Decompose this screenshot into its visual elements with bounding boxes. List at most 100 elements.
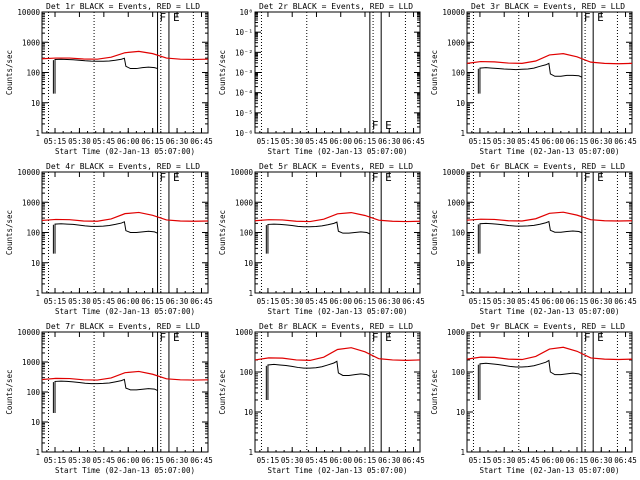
lld-series-line — [41, 211, 209, 222]
flag-label-e: E — [173, 171, 180, 184]
x-tick-label: 06:15 — [566, 137, 589, 146]
y-tick-label: 1000 — [447, 38, 466, 47]
y-tick-label: 10000 — [17, 328, 40, 337]
plot-frame — [41, 171, 209, 294]
y-tick-label: 1000 — [22, 198, 41, 207]
events-series-line — [479, 359, 583, 400]
flag-label-f: F — [372, 119, 379, 132]
y-tick-label: 10⁻⁵ — [235, 109, 253, 118]
y-tick-label: 10⁻¹ — [235, 28, 253, 37]
y-tick-label: 1 — [35, 448, 40, 457]
x-tick-label: 05:45 — [93, 137, 116, 146]
lld-series-line — [466, 211, 633, 222]
flag-label-f: F — [372, 171, 379, 184]
x-tick-label: 05:45 — [517, 297, 540, 306]
panel-det-1: Det 1r BLACK = Events, RED = LLD 1 10 100 10… — [5, 2, 213, 156]
panel-title: Det 2r BLACK = Events, RED = LLD — [259, 2, 413, 11]
x-tick-label: 06:45 — [402, 297, 425, 306]
x-tick-label: 06:30 — [590, 456, 613, 465]
x-tick-label: 05:30 — [493, 297, 516, 306]
panel-title: Det 6r BLACK = Events, RED = LLD — [471, 162, 625, 171]
flag-label-f: F — [160, 171, 167, 184]
plot-frame — [254, 171, 421, 294]
y-tick-label: 100 — [451, 229, 465, 238]
flag-label-e: E — [597, 11, 604, 24]
plot-frame — [466, 11, 633, 134]
y-tick-label: 10 — [456, 408, 466, 417]
x-tick-label: 06:30 — [378, 137, 401, 146]
panel-det-8: Det 8r BLACK = Events, RED = LLD 1 10 100 10… — [218, 322, 425, 475]
events-series-line — [479, 220, 583, 254]
y-tick-label: 1 — [460, 448, 465, 457]
lld-series-line — [254, 211, 421, 223]
x-tick-label: 06:00 — [541, 297, 564, 306]
y-tick-label: 1000 — [235, 198, 254, 207]
x-tick-label: 06:30 — [590, 297, 613, 306]
y-tick-label: 10⁻⁴ — [235, 89, 253, 98]
x-tick-label: 05:15 — [257, 297, 280, 306]
y-tick-label: 10000 — [17, 168, 40, 177]
panel-title: Det 4r BLACK = Events, RED = LLD — [46, 162, 200, 171]
x-tick-label: 05:45 — [305, 137, 328, 146]
x-tick-label: 06:30 — [590, 137, 613, 146]
x-tick-label: 05:45 — [517, 137, 540, 146]
y-tick-label: 1000 — [235, 328, 254, 337]
events-series-line — [267, 221, 371, 254]
x-tick-label: 05:45 — [93, 297, 116, 306]
flag-label-f: F — [584, 11, 591, 24]
panel-title: Det 5r BLACK = Events, RED = LLD — [259, 162, 413, 171]
events-series-line — [267, 360, 371, 400]
events-series-line — [54, 378, 158, 413]
y-tick-label: 10 — [244, 408, 254, 417]
y-axis-label: Counts/sec — [218, 210, 227, 255]
plot-frame — [466, 171, 633, 294]
y-tick-label: 100 — [239, 368, 253, 377]
x-tick-label: 05:45 — [517, 456, 540, 465]
x-axis-label: Start Time (02-Jan-13 05:07:00) — [55, 147, 195, 156]
x-tick-label: 06:45 — [614, 297, 637, 306]
y-tick-label: 10⁰ — [239, 8, 253, 17]
panel-title: Det 9r BLACK = Events, RED = LLD — [471, 322, 625, 331]
x-tick-label: 06:30 — [378, 456, 401, 465]
y-tick-label: 1 — [248, 289, 253, 298]
x-tick-label: 06:45 — [402, 137, 425, 146]
x-tick-label: 05:30 — [68, 456, 91, 465]
x-tick-label: 06:15 — [354, 297, 377, 306]
y-axis-label: Counts/sec — [218, 369, 227, 414]
plot-frame — [466, 331, 633, 453]
plot-frame — [41, 11, 209, 134]
y-tick-label: 10 — [31, 259, 41, 268]
y-tick-label: 10000 — [442, 8, 465, 17]
x-tick-label: 05:30 — [68, 297, 91, 306]
x-tick-label: 06:15 — [566, 297, 589, 306]
y-tick-label: 100 — [26, 388, 40, 397]
x-tick-label: 06:00 — [117, 456, 140, 465]
y-tick-label: 10 — [456, 99, 466, 108]
x-axis-label: Start Time (02-Jan-13 05:07:00) — [268, 147, 408, 156]
x-axis-label: Start Time (02-Jan-13 05:07:00) — [480, 466, 620, 475]
x-tick-label: 06:45 — [190, 297, 213, 306]
flag-label-e: E — [385, 119, 392, 132]
panel-title: Det 8r BLACK = Events, RED = LLD — [259, 322, 413, 331]
x-tick-label: 05:15 — [44, 456, 67, 465]
y-tick-label: 1 — [460, 289, 465, 298]
x-tick-label: 06:45 — [614, 456, 637, 465]
x-tick-label: 06:30 — [166, 456, 189, 465]
flag-label-e: E — [597, 331, 604, 344]
x-tick-label: 05:30 — [493, 456, 516, 465]
x-tick-label: 06:15 — [354, 137, 377, 146]
lld-series-line — [466, 346, 633, 361]
x-tick-label: 05:45 — [305, 297, 328, 306]
flag-label-e: E — [597, 171, 604, 184]
x-tick-label: 06:30 — [166, 137, 189, 146]
y-tick-label: 100 — [451, 368, 465, 377]
flag-label-f: F — [160, 11, 167, 24]
y-tick-label: 1000 — [447, 198, 466, 207]
y-tick-label: 1000 — [22, 38, 41, 47]
x-tick-label: 06:45 — [402, 456, 425, 465]
y-tick-label: 10000 — [442, 168, 465, 177]
plot-frame — [41, 331, 209, 453]
y-tick-label: 100 — [26, 229, 40, 238]
x-tick-label: 06:00 — [541, 456, 564, 465]
